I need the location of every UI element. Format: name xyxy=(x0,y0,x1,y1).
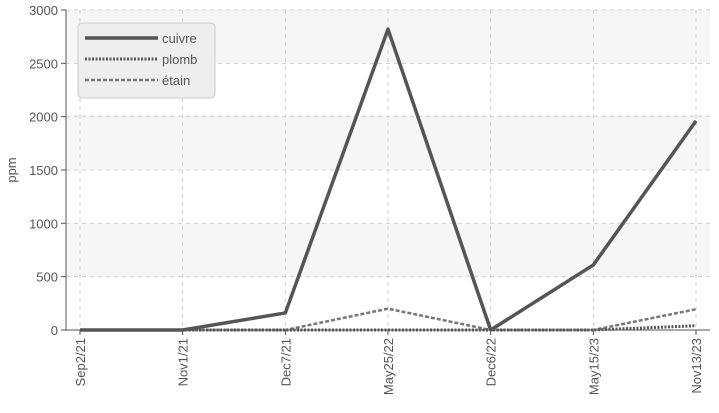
series-line-étain xyxy=(80,307,697,332)
legend-label-étain: étain xyxy=(162,73,190,88)
x-tick-label: May25/22 xyxy=(381,338,396,395)
y-tick-label: 1000 xyxy=(29,216,58,231)
x-tick-label: Nov1/21 xyxy=(176,338,191,386)
y-axis-ticks: 0 500 1000 1500 2000 2500 3000 xyxy=(29,3,66,338)
legend: cuivre plomb étain xyxy=(77,22,216,99)
x-tick-label: May15/23 xyxy=(586,338,601,395)
y-tick-label: 1500 xyxy=(29,163,58,178)
y-tick-label: 0 xyxy=(51,323,58,338)
series-lines xyxy=(80,27,698,332)
y-tick-label: 2000 xyxy=(29,110,58,125)
y-tick-label: 500 xyxy=(36,270,58,285)
x-axis-ticks: Sep2/21 Nov1/21 Dec7/21 May25/22 Dec6/22 May1… xyxy=(73,330,704,395)
legend-label-cuivre: cuivre xyxy=(162,31,197,46)
x-tick-label: Dec6/22 xyxy=(484,338,499,386)
x-tick-label: Dec7/21 xyxy=(278,338,293,386)
y-tick-label: 2500 xyxy=(29,56,58,71)
grid-lines xyxy=(66,9,710,330)
legend-label-plomb: plomb xyxy=(162,52,197,67)
x-tick-label: Sep2/21 xyxy=(73,338,88,386)
series-line-cuivre xyxy=(80,27,698,332)
y-axis-label: ppm xyxy=(4,157,19,182)
y-tick-label: 3000 xyxy=(29,3,58,18)
x-tick-label: Nov13/23 xyxy=(689,338,704,394)
